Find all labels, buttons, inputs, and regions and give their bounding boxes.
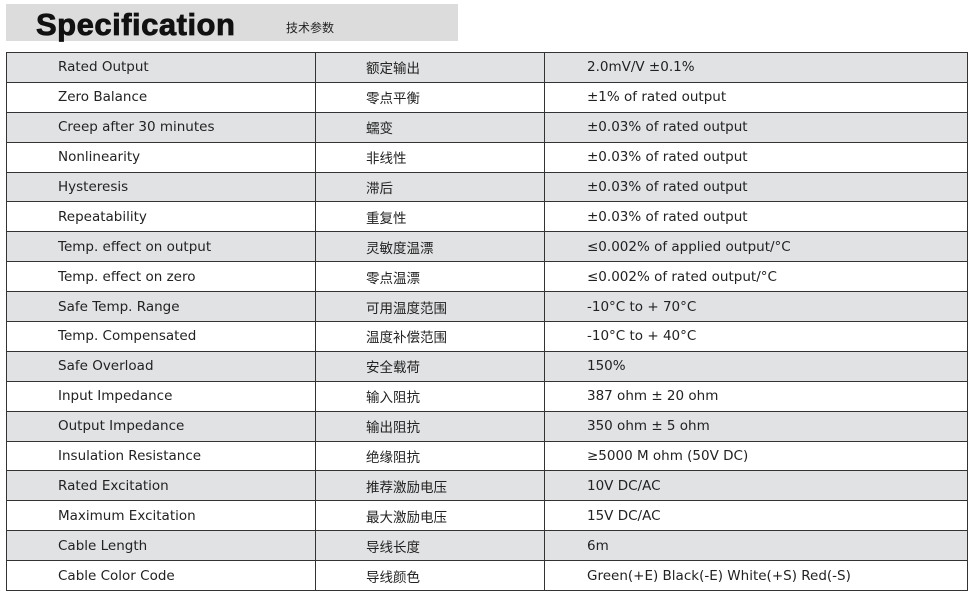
table-row: Rated Output 额定输出 2.0mV/V ±0.1% (6, 52, 968, 83)
table-row: Insulation Resistance 绝缘阻抗 ≥5000 M ohm (50… (6, 440, 968, 472)
table-row: Cable Length 导线长度 6m (6, 530, 968, 562)
spec-name-en: Temp. Compensated (6, 321, 316, 352)
spec-value: Green(+E) Black(-E) White(+S) Red(-S) (544, 560, 968, 592)
spec-value: 150% (544, 350, 968, 382)
spec-name-cn: 零点温漂 (315, 261, 545, 293)
table-row: Rated Excitation 推荐激励电压 10V DC/AC (6, 470, 968, 502)
spec-name-cn: 最大激励电压 (315, 500, 545, 532)
spec-value: ±0.03% of rated output (544, 111, 968, 143)
spec-name-cn: 可用温度范围 (315, 291, 545, 323)
spec-name-cn: 输入阻抗 (315, 380, 545, 412)
spec-name-en: Temp. effect on output (6, 231, 316, 263)
spec-name-en: Nonlinearity (6, 141, 316, 173)
spec-name-cn: 灵敏度温漂 (315, 231, 545, 263)
spec-name-cn: 零点平衡 (315, 81, 545, 113)
table-row: Repeatability 重复性 ±0.03% of rated output (6, 201, 968, 233)
spec-value: ≤0.002% of applied output/°C (544, 231, 968, 263)
spec-name-cn: 安全载荷 (315, 350, 545, 382)
table-row: Temp. effect on zero 零点温漂 ≤0.002% of rated… (6, 261, 968, 293)
spec-name-en: Cable Color Code (6, 560, 316, 592)
spec-value: 2.0mV/V ±0.1% (544, 52, 968, 83)
table-row: Cable Color Code 导线颜色 Green(+E) Black(-E) … (6, 560, 968, 592)
page-title: Specification (36, 7, 236, 43)
spec-name-en: Input Impedance (6, 380, 316, 412)
spec-name-cn: 滞后 (315, 171, 545, 203)
spec-name-en: Creep after 30 minutes (6, 111, 316, 143)
spec-name-en: Temp. effect on zero (6, 261, 316, 293)
table-row: Maximum Excitation 最大激励电压 15V DC/AC (6, 500, 968, 532)
table-row: Temp. effect on output 灵敏度温漂 ≤0.002% of ap… (6, 231, 968, 263)
spec-value: ±0.03% of rated output (544, 201, 968, 233)
spec-name-cn: 重复性 (315, 201, 545, 233)
spec-name-cn: 导线颜色 (315, 560, 545, 592)
table-row: Safe Overload 安全载荷 150% (6, 350, 968, 382)
spec-value: ≥5000 M ohm (50V DC) (544, 440, 968, 472)
spec-name-en: Safe Overload (6, 350, 316, 382)
table-row: Output Impedance 输出阻抗 350 ohm ± 5 ohm (6, 410, 968, 442)
spec-value: ±1% of rated output (544, 81, 968, 113)
spec-name-cn: 输出阻抗 (315, 410, 545, 442)
table-row: Nonlinearity 非线性 ±0.03% of rated output (6, 141, 968, 173)
table-row: Safe Temp. Range 可用温度范围 -10°C to + 70°C (6, 291, 968, 323)
spec-value: 15V DC/AC (544, 500, 968, 532)
spec-name-cn: 温度补偿范围 (315, 321, 545, 352)
title-bar: Specification 技术参数 (6, 4, 458, 43)
spec-name-en: Maximum Excitation (6, 500, 316, 532)
spec-value: -10°C to + 40°C (544, 321, 968, 352)
spec-table: Rated Output 额定输出 2.0mV/V ±0.1% Zero Balanc… (6, 52, 968, 592)
spec-value: -10°C to + 70°C (544, 291, 968, 323)
table-row: Zero Balance 零点平衡 ±1% of rated output (6, 81, 968, 113)
spec-name-en: Repeatability (6, 201, 316, 233)
spec-name-en: Insulation Resistance (6, 440, 316, 472)
spec-value: 350 ohm ± 5 ohm (544, 410, 968, 442)
spec-name-cn: 额定输出 (315, 52, 545, 83)
spec-value: 387 ohm ± 20 ohm (544, 380, 968, 412)
table-row: Creep after 30 minutes 蠕变 ±0.03% of rated … (6, 111, 968, 143)
page-subtitle: 技术参数 (286, 21, 335, 35)
spec-name-cn: 非线性 (315, 141, 545, 173)
spec-name-cn: 绝缘阻抗 (315, 440, 545, 472)
spec-name-en: Safe Temp. Range (6, 291, 316, 323)
spec-name-en: Hysteresis (6, 171, 316, 203)
spec-value: 10V DC/AC (544, 470, 968, 502)
spec-name-en: Rated Output (6, 52, 316, 83)
spec-value: ±0.03% of rated output (544, 141, 968, 173)
spec-name-en: Output Impedance (6, 410, 316, 442)
table-row: Hysteresis 滞后 ±0.03% of rated output (6, 171, 968, 203)
spec-name-en: Cable Length (6, 530, 316, 562)
spec-name-cn: 导线长度 (315, 530, 545, 562)
table-row: Input Impedance 输入阻抗 387 ohm ± 20 ohm (6, 380, 968, 412)
spec-value: ≤0.002% of rated output/°C (544, 261, 968, 293)
spec-name-en: Zero Balance (6, 81, 316, 113)
spec-value: ±0.03% of rated output (544, 171, 968, 203)
spec-name-en: Rated Excitation (6, 470, 316, 502)
spec-name-cn: 推荐激励电压 (315, 470, 545, 502)
spec-value: 6m (544, 530, 968, 562)
spec-name-cn: 蠕变 (315, 111, 545, 143)
table-row: Temp. Compensated 温度补偿范围 -10°C to + 40°C (6, 321, 968, 352)
